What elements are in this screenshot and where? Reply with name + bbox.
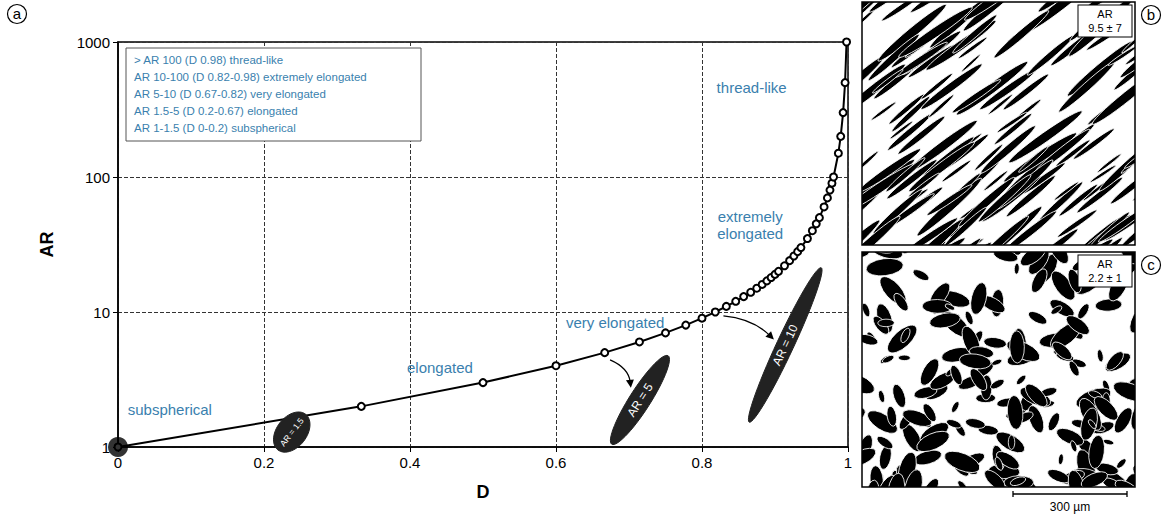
svg-text:b: b (1147, 6, 1155, 23)
svg-text:D: D (477, 482, 490, 502)
svg-text:> AR 100 (D 0.98) thread-like: > AR 100 (D 0.98) thread-like (134, 54, 283, 66)
svg-text:1: 1 (101, 438, 110, 456)
svg-text:0.2: 0.2 (254, 454, 275, 471)
svg-text:c: c (1147, 256, 1155, 273)
svg-text:elongated: elongated (717, 225, 783, 242)
svg-text:300 µm: 300 µm (1050, 500, 1090, 514)
svg-text:10: 10 (93, 304, 110, 321)
svg-text:0: 0 (113, 454, 123, 471)
svg-text:100: 100 (85, 169, 110, 186)
svg-text:0.8: 0.8 (692, 454, 713, 471)
svg-text:elongated: elongated (407, 359, 473, 376)
svg-text:AR 5-10 (D 0.67-0.82) very elo: AR 5-10 (D 0.67-0.82) very elongated (134, 88, 326, 100)
svg-text:AR 1.5-5 (D 0.2-0.67) elongate: AR 1.5-5 (D 0.2-0.67) elongated (134, 105, 298, 117)
svg-text:1000: 1000 (77, 34, 110, 51)
svg-text:0.4: 0.4 (400, 454, 421, 471)
svg-text:2.2 ± 1: 2.2 ± 1 (1088, 272, 1122, 284)
svg-text:very elongated: very elongated (566, 314, 664, 331)
svg-text:a: a (13, 5, 22, 22)
svg-text:subspherical: subspherical (128, 401, 212, 418)
svg-text:0.6: 0.6 (546, 454, 567, 471)
svg-text:AR = 5: AR = 5 (624, 380, 656, 419)
svg-text:thread-like: thread-like (717, 79, 787, 96)
svg-text:extremely: extremely (718, 208, 784, 225)
svg-text:AR 10-100 (D 0.82-0.98) extrem: AR 10-100 (D 0.82-0.98) extremely elonga… (134, 71, 367, 83)
svg-text:AR: AR (37, 232, 57, 258)
svg-text:AR = 1.5: AR = 1.5 (278, 416, 306, 449)
svg-text:9.5 ± 7: 9.5 ± 7 (1088, 22, 1122, 34)
svg-text:AR 1-1.5 (D 0-0.2) subspherica: AR 1-1.5 (D 0-0.2) subspherical (134, 122, 296, 134)
svg-text:1: 1 (844, 454, 852, 471)
svg-text:AR: AR (1097, 258, 1112, 270)
svg-text:AR: AR (1097, 8, 1112, 20)
svg-text:AR = 10: AR = 10 (770, 322, 801, 368)
